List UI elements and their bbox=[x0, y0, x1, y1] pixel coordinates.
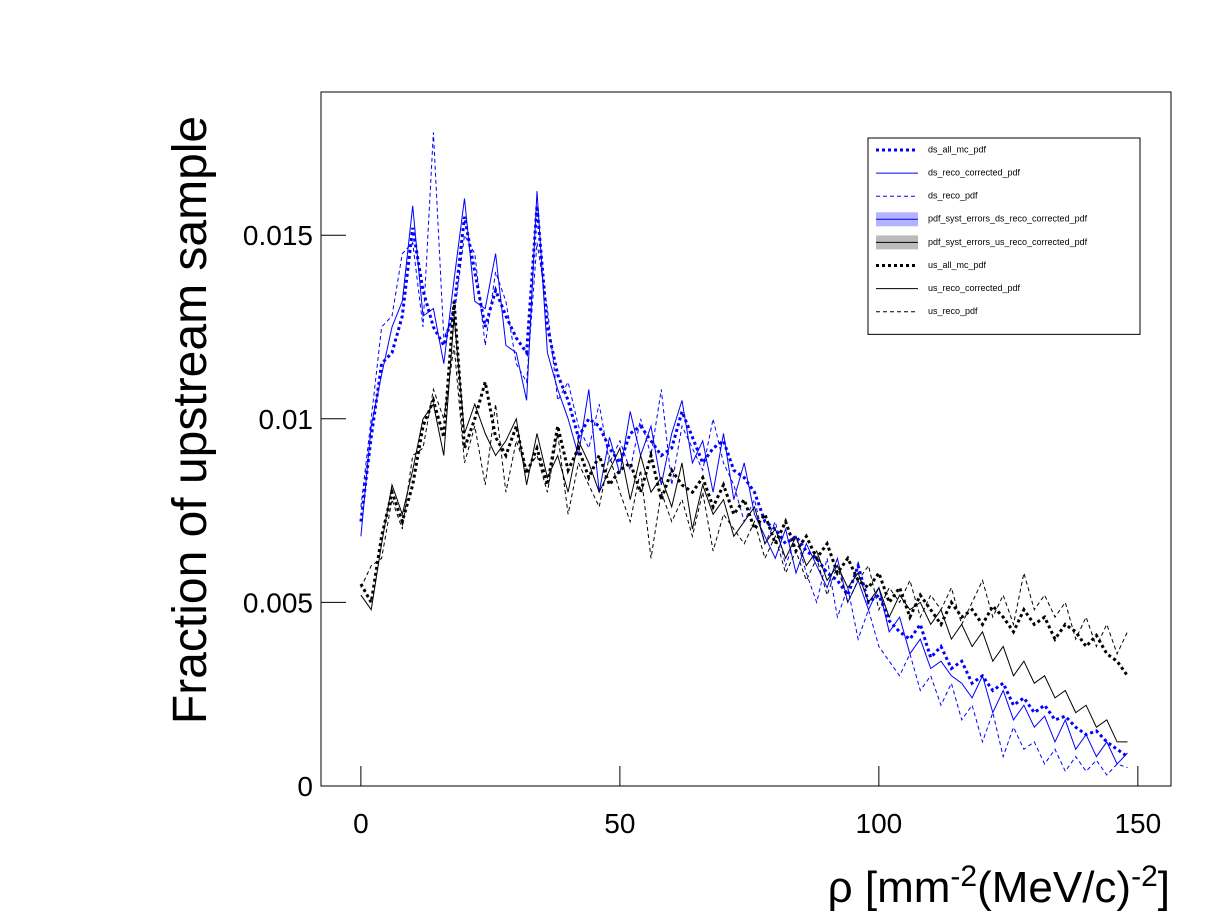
series-line bbox=[360, 191, 1128, 765]
legend-label: ds_reco_corrected_pdf bbox=[928, 167, 1021, 177]
series-line bbox=[360, 315, 1128, 743]
legend-label: pdf_syst_errors_ds_reco_corrected_pdf bbox=[928, 214, 1088, 224]
y-axis-label: Fraction of upstream sample bbox=[164, 116, 217, 724]
legend-label: us_all_mc_pdf bbox=[928, 260, 987, 270]
legend-label: ds_reco_pdf bbox=[928, 191, 978, 201]
x-tick-label: 100 bbox=[856, 808, 903, 839]
x-tick-label: 0 bbox=[353, 808, 369, 839]
series-line bbox=[359, 205, 1129, 758]
y-tick-label: 0 bbox=[297, 771, 313, 802]
legend-label: us_reco_pdf bbox=[928, 306, 978, 316]
series-line bbox=[359, 301, 1129, 677]
y-tick-label: 0.01 bbox=[259, 404, 314, 435]
y-tick-label: 0.015 bbox=[243, 220, 313, 251]
x-axis-label: ρ [mm-2(MeV/c)-2] bbox=[828, 860, 1170, 912]
legend-label: ds_all_mc_pdf bbox=[928, 144, 987, 154]
x-label-part: ρ [mm bbox=[828, 863, 951, 912]
y-tick-label: 0.005 bbox=[243, 587, 313, 618]
legend-label: pdf_syst_errors_us_reco_corrected_pdf bbox=[928, 237, 1088, 247]
x-label-part: ] bbox=[1158, 863, 1170, 912]
plot-frame bbox=[320, 91, 1172, 787]
x-label-part: (MeV/c) bbox=[977, 863, 1131, 912]
x-tick-label: 150 bbox=[1114, 808, 1161, 839]
series-line bbox=[360, 345, 1128, 656]
legend-label: us_reco_corrected_pdf bbox=[928, 283, 1021, 293]
x-label-part: -2 bbox=[950, 860, 977, 893]
x-label-part: -2 bbox=[1131, 860, 1158, 893]
x-tick-label: 50 bbox=[604, 808, 635, 839]
